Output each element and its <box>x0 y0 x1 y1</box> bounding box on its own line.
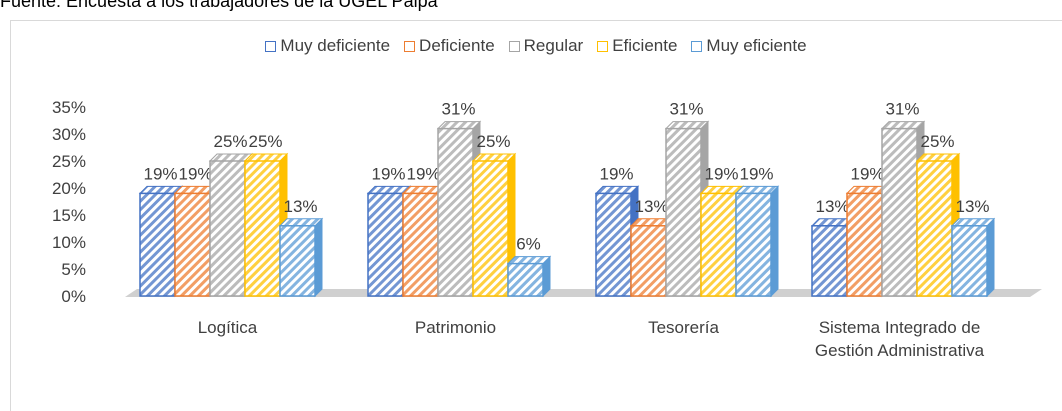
legend-label: Eficiente <box>612 36 678 55</box>
data-label: 19% <box>704 164 738 183</box>
bar <box>507 262 544 297</box>
x-tick-label: Tesorería <box>648 318 719 337</box>
bar <box>916 160 953 297</box>
bar <box>951 225 988 297</box>
data-label: 25% <box>920 132 954 151</box>
bar <box>367 192 404 297</box>
source-note: Fuente: Encuesta a los trabajadores de l… <box>0 0 438 11</box>
legend-swatch <box>404 40 416 52</box>
data-label: 25% <box>213 132 247 151</box>
data-label: 19% <box>143 164 177 183</box>
bar <box>846 192 883 297</box>
legend-item: Muy deficiente <box>265 36 390 56</box>
legend-swatch <box>265 40 277 52</box>
data-label: 6% <box>516 235 541 254</box>
legend-label: Deficiente <box>419 36 495 55</box>
bar-top <box>915 153 961 162</box>
legend-swatch <box>691 40 703 52</box>
legend-swatch <box>508 40 520 52</box>
bar-top <box>950 218 996 227</box>
y-tick-label: 0% <box>61 287 86 306</box>
bar-top <box>734 185 780 194</box>
bar <box>811 225 848 297</box>
y-tick-label: 10% <box>52 233 86 252</box>
bar-top <box>506 256 552 265</box>
legend-item: Muy eficiente <box>691 36 807 56</box>
legend: Muy deficiente Deficiente Regular Eficiente… <box>10 36 1062 56</box>
bar-top <box>664 121 710 130</box>
legend-label: Muy eficiente <box>706 36 807 55</box>
bar <box>402 192 439 297</box>
bar <box>279 225 316 297</box>
legend-label: Muy deficiente <box>280 36 391 55</box>
legend-item: Regular <box>508 36 584 56</box>
data-label: 25% <box>248 132 282 151</box>
bar <box>174 192 211 297</box>
bar <box>472 160 509 297</box>
bar <box>209 160 246 297</box>
bar <box>700 192 737 297</box>
bar <box>881 127 918 297</box>
data-label: 31% <box>441 100 475 119</box>
y-tick-label: 5% <box>61 260 86 279</box>
data-label: 19% <box>599 164 633 183</box>
bar <box>244 160 281 297</box>
legend-swatch <box>597 40 609 52</box>
data-label: 31% <box>885 100 919 119</box>
bar-top <box>278 218 324 227</box>
x-tick-label: Patrimonio <box>414 318 497 337</box>
bar <box>665 127 702 297</box>
data-label: 19% <box>739 164 773 183</box>
data-label: 13% <box>815 197 849 216</box>
bar <box>735 192 772 297</box>
bar-top <box>436 121 482 130</box>
bar <box>595 192 632 297</box>
x-tick-label: Sistema Integrado de Gestión Administrat… <box>814 318 985 360</box>
y-tick-label: 25% <box>52 152 86 171</box>
bar <box>437 127 474 297</box>
data-label: 19% <box>178 164 212 183</box>
y-tick-label: 30% <box>52 125 86 144</box>
bar-side <box>314 217 323 298</box>
data-label: 13% <box>955 197 989 216</box>
bar-top <box>471 153 517 162</box>
bar <box>139 192 176 297</box>
bar-side <box>770 185 779 298</box>
data-label: 13% <box>634 197 668 216</box>
chart-frame <box>10 20 1062 411</box>
bar-top <box>243 153 289 162</box>
y-tick-label: 35% <box>52 98 86 117</box>
data-label: 25% <box>476 132 510 151</box>
y-tick-label: 20% <box>52 179 86 198</box>
data-label: 19% <box>850 164 884 183</box>
data-label: 19% <box>406 164 440 183</box>
data-label: 13% <box>283 197 317 216</box>
y-tick-label: 15% <box>52 206 86 225</box>
bar <box>630 225 667 297</box>
legend-item: Deficiente <box>404 36 495 56</box>
legend-item: Eficiente <box>597 36 677 56</box>
bar-side <box>986 217 995 298</box>
bar-top <box>880 121 926 130</box>
x-tick-label: Logítica <box>197 318 258 337</box>
legend-label: Regular <box>523 36 584 55</box>
data-label: 31% <box>669 100 703 119</box>
data-label: 19% <box>371 164 405 183</box>
bar-top <box>594 185 640 194</box>
